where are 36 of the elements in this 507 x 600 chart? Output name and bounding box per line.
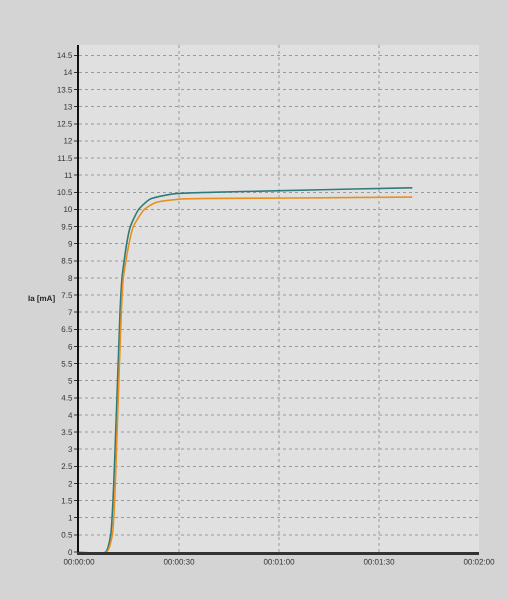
y-tick-label: 8 xyxy=(68,274,73,283)
y-axis-title: Ia [mA] xyxy=(28,294,56,303)
y-tick-label: 3 xyxy=(68,445,73,454)
x-tick-label: 00:00:30 xyxy=(163,558,196,567)
y-tick-label: 14 xyxy=(63,68,73,78)
y-tick-label: 4.5 xyxy=(61,394,73,403)
y-tick-label: 11 xyxy=(64,170,73,180)
y-tick-label: 9.5 xyxy=(61,222,73,232)
y-tick-label: 8.5 xyxy=(61,256,73,266)
y-tick-label: 12 xyxy=(63,136,73,146)
y-tick-label: 6 xyxy=(68,342,73,352)
y-tick-label: 5 xyxy=(68,376,73,386)
y-tick-label: 1.5 xyxy=(61,496,73,506)
y-tick-label: 10.5 xyxy=(56,188,73,198)
y-tick-label: 1 xyxy=(68,514,73,523)
x-tick-label: 00:01:00 xyxy=(263,558,296,567)
y-tick-label: 6.5 xyxy=(61,325,73,334)
y-tick-label: 2.5 xyxy=(61,462,73,472)
y-tick-label: 5.5 xyxy=(61,359,73,368)
y-tick-label: 10 xyxy=(63,205,73,214)
y-tick-label: 0.5 xyxy=(61,530,73,540)
y-tick-label: 4 xyxy=(68,410,73,420)
y-tick-label: 2 xyxy=(68,479,73,488)
y-tick-label: 14.5 xyxy=(56,51,73,60)
x-tick-label: 00:00:00 xyxy=(63,558,96,567)
y-tick-label: 7.5 xyxy=(61,290,73,300)
y-tick-label: 13 xyxy=(63,102,73,112)
y-tick-label: 9 xyxy=(68,239,73,248)
x-tick-label: 00:02:00 xyxy=(463,558,496,567)
y-tick-label: 0 xyxy=(68,548,73,557)
y-tick-label: 11.5 xyxy=(57,154,73,163)
x-tick-label: 00:01:30 xyxy=(363,558,396,567)
y-tick-label: 12.5 xyxy=(56,120,73,129)
y-tick-label: 7 xyxy=(68,308,73,317)
y-tick-label: 3.5 xyxy=(61,428,73,437)
y-tick-label: 13.5 xyxy=(56,85,73,94)
